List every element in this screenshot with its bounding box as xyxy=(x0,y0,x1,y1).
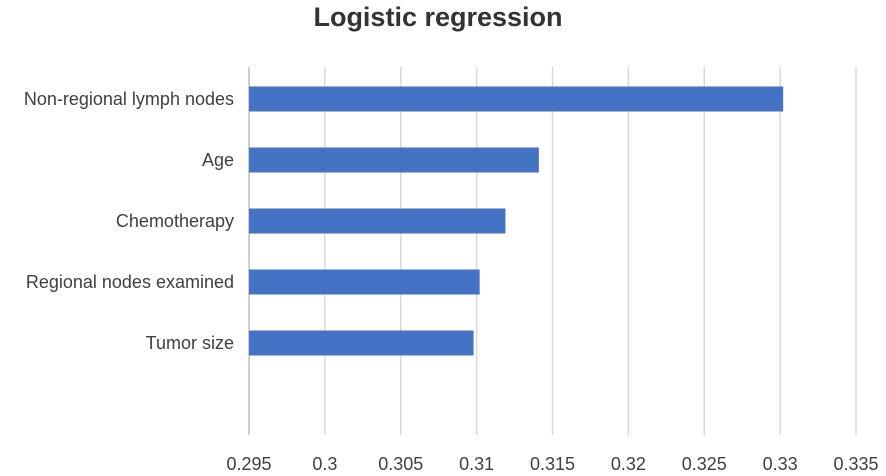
x-tick-label: 0.315 xyxy=(530,454,575,474)
x-tick-label: 0.32 xyxy=(611,454,646,474)
chart-title: Logistic regression xyxy=(313,2,562,32)
bar xyxy=(249,86,784,112)
bars xyxy=(249,86,784,356)
category-label: Age xyxy=(202,150,234,170)
category-labels: Non-regional lymph nodes Age Chemotherapy R… xyxy=(24,89,234,353)
category-label: Chemotherapy xyxy=(116,211,234,231)
x-tick-label: 0.33 xyxy=(763,454,798,474)
x-tick-label: 0.335 xyxy=(833,454,878,474)
x-tick-label: 0.325 xyxy=(682,454,727,474)
category-label: Regional nodes examined xyxy=(26,272,234,292)
x-tick-label: 0.3 xyxy=(312,454,337,474)
bar xyxy=(249,208,506,234)
x-axis-ticks: 0.295 0.3 0.305 0.31 0.315 0.32 0.325 0.33 0.335 xyxy=(226,454,878,474)
x-tick-label: 0.305 xyxy=(378,454,423,474)
category-label: Non-regional lymph nodes xyxy=(24,89,234,109)
bar xyxy=(249,269,480,295)
category-label: Tumor size xyxy=(146,333,234,353)
gridlines xyxy=(248,67,857,435)
bar xyxy=(249,147,539,173)
x-tick-label: 0.295 xyxy=(226,454,271,474)
x-tick-label: 0.31 xyxy=(459,454,494,474)
bar xyxy=(249,330,474,356)
